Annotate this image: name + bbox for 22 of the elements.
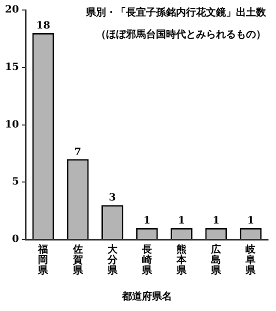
data-label: 7 (74, 146, 82, 158)
y-tick-label: 10 (4, 119, 19, 130)
x-tick-label: 岐阜県 (244, 243, 257, 276)
x-tick-label: 福岡県 (37, 243, 50, 276)
x-tick-label: 広島県 (210, 243, 222, 276)
y-tick-label: 15 (4, 62, 19, 73)
x-tick-label: 佐賀県 (72, 243, 84, 276)
y-tick-label: 5 (12, 176, 19, 188)
data-label: 1 (178, 216, 186, 227)
data-label: 3 (108, 192, 116, 204)
x-tick-label: 長崎県 (140, 243, 153, 276)
data-label: 1 (212, 216, 220, 227)
data-label: 1 (143, 216, 150, 227)
data-label: 18 (36, 20, 50, 32)
x-tick-label: 熊本県 (176, 243, 188, 276)
y-tick-label: 0 (12, 234, 19, 246)
data-label: 1 (247, 216, 254, 227)
text: （ほぼ邪馬台国時代とみられるもの） (96, 28, 266, 41)
chart-title: 県別・「長宜子孫銘内行花文鏡」出土数 (85, 6, 267, 19)
x-tick-label: 大分県 (106, 243, 118, 276)
x-axis-title: 都道府県名 (120, 290, 172, 303)
y-tick-label: 20 (4, 4, 19, 16)
